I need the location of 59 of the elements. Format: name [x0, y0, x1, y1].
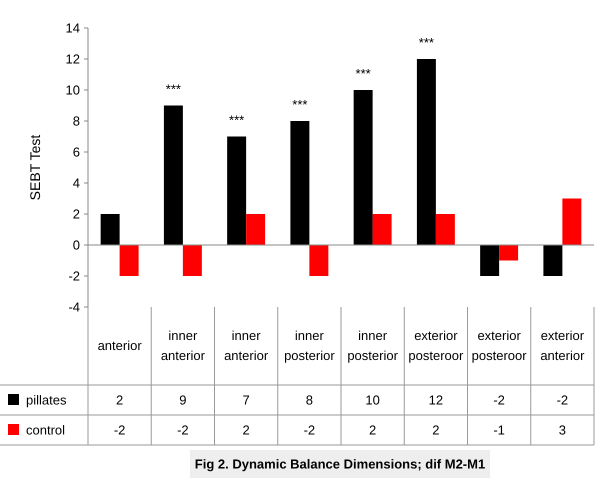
data-label: 7	[242, 392, 250, 408]
legend-label: control	[26, 422, 66, 438]
data-label: 9	[179, 392, 186, 408]
bar	[182, 245, 202, 276]
data-label: 3	[558, 422, 566, 438]
y-tick-label: 6	[72, 144, 80, 160]
bar	[436, 214, 455, 245]
y-tick-label: 2	[72, 206, 80, 222]
bar	[499, 245, 518, 260]
data-label: -1	[493, 422, 505, 438]
legend-label: pillates	[26, 392, 67, 408]
x-tick-label: anterior	[98, 338, 142, 353]
data-label: 8	[306, 392, 313, 408]
annotation: ***	[356, 66, 371, 81]
bar	[246, 214, 266, 245]
data-label: -2	[556, 392, 568, 408]
data-label: 2	[242, 422, 250, 438]
y-tick-label: 4	[72, 176, 80, 191]
x-tick-label: exterior posteroor	[408, 328, 464, 363]
bar	[164, 106, 183, 245]
bar	[100, 214, 120, 245]
y-tick-label: -4	[68, 300, 80, 315]
bar	[227, 136, 246, 245]
y-axis-title: SEBT Test	[27, 134, 43, 200]
y-tick-label: 14	[66, 20, 80, 36]
x-tick-label: exterior anterior	[540, 328, 586, 363]
bar	[309, 245, 328, 276]
bar	[372, 214, 392, 245]
bar	[543, 245, 562, 276]
y-tick-label: 0	[72, 238, 80, 253]
data-label: 10	[365, 392, 380, 408]
x-tick-label: inner anterior	[160, 328, 206, 363]
y-tick-label: 8	[72, 114, 80, 129]
y-tick-label: 12	[66, 52, 80, 67]
bar	[290, 121, 310, 245]
y-tick-label: -2	[68, 268, 80, 284]
data-label: -2	[304, 422, 316, 438]
x-tick-label: inner posterior	[347, 328, 399, 363]
data-label: 12	[428, 392, 444, 408]
bar	[120, 245, 139, 276]
data-label: -2	[177, 422, 189, 438]
bar	[562, 198, 582, 245]
annotation: ***	[229, 112, 244, 128]
data-label: -2	[114, 422, 126, 438]
x-tick-label: inner anterior	[224, 328, 269, 363]
x-tick-label: exterior posteroor	[472, 328, 528, 363]
annotation: ***	[418, 35, 434, 50]
annotation: ***	[166, 82, 181, 96]
annotation: ***	[292, 97, 308, 112]
x-tick-label: inner posterior	[284, 328, 336, 363]
bar	[480, 245, 500, 276]
bar	[354, 90, 373, 245]
y-tick-label: 10	[66, 82, 80, 98]
data-label: -2	[493, 392, 505, 408]
text: Fig 2. Dynamic Balance Dimensions; dif M2-M1	[194, 456, 486, 472]
bar	[416, 59, 436, 245]
data-label: 2	[369, 422, 376, 438]
data-label: 2	[432, 422, 440, 438]
data-label: 2	[116, 392, 124, 408]
